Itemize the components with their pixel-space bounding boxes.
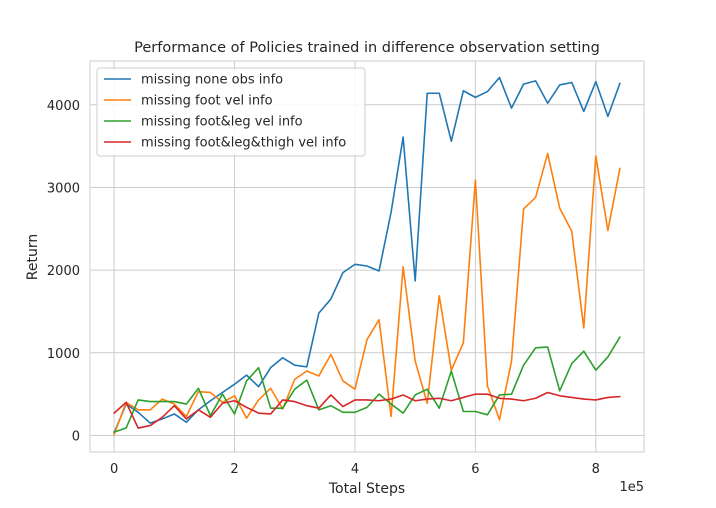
x-tick-label: 4	[351, 462, 359, 477]
legend-label: missing none obs info	[141, 73, 283, 88]
series-line-3	[113, 336, 621, 433]
y-tick-label: 2000	[47, 264, 80, 279]
legend-label: missing foot vel info	[141, 94, 273, 109]
x-tick-label: 0	[110, 462, 118, 477]
grid-lines	[90, 61, 644, 452]
x-tick-label: 6	[471, 462, 479, 477]
series-line-2	[113, 152, 621, 436]
legend-label: missing foot&leg&thigh vel info	[141, 136, 346, 151]
plot-frame	[89, 60, 645, 453]
y-tick-label: 4000	[47, 99, 80, 114]
legend-label: missing foot&leg vel info	[141, 115, 303, 130]
x-tick-label: 2	[230, 462, 238, 477]
y-tick-label: 0	[72, 429, 80, 444]
x-axis-label: Total Steps	[328, 481, 405, 497]
x-tick-label: 8	[592, 462, 600, 477]
y-tick-label: 1000	[47, 347, 80, 362]
legend-box	[96, 67, 366, 157]
y-axis-label: Return	[25, 234, 41, 280]
series-line-4	[113, 391, 621, 429]
legend: missing none obs info missing foot vel in…	[96, 67, 366, 157]
y-tick-label: 3000	[47, 181, 80, 196]
series-lines	[113, 76, 621, 436]
x-axis-scale-label: 1e5	[619, 480, 644, 495]
chart-title: Performance of Policies trained in diffe…	[134, 40, 600, 56]
tick-labels: 0 2 4 6 8 0 1000 2000 3000 4000	[47, 99, 600, 477]
